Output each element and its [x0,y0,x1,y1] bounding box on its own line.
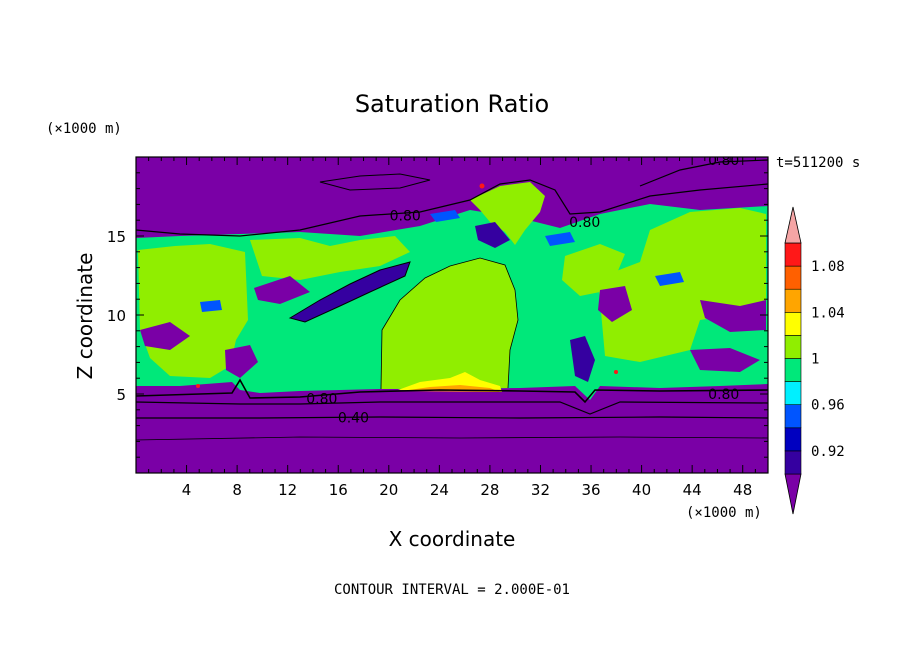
colorbar-label: 0.92 [811,444,845,460]
contour-label: 0.80 [569,215,600,231]
plot-area: 0.800.80 0.800.80 0.800.40 [136,153,768,473]
y-tick-label: 5 [116,386,126,404]
x-tick-label: 36 [581,481,600,499]
contour-label: 0.80 [306,392,337,408]
lime-patch-left-2 [250,236,410,280]
red-speck-2 [196,384,200,388]
y-axis-label: Z coordinate [73,253,97,380]
chart-title: Saturation Ratio [355,90,549,118]
contour-top [639,159,768,187]
dry-blob-left [140,322,190,350]
contour-interval-note: CONTOUR INTERVAL = 2.000E-01 [334,582,570,598]
colorbar-label: 1.08 [811,259,845,275]
upper-tongue [470,182,545,245]
contour-040-b [136,436,768,441]
x-tick-label: 12 [278,481,297,499]
dry-blob-upper [475,222,510,248]
dry-blob-right [570,336,595,382]
contour-lines [136,159,768,441]
contour-core [380,257,519,390]
contour-lower-1 [136,378,768,404]
x-tick-label: 24 [430,481,449,499]
contour-label: 0.80 [390,208,421,224]
red-speck-3 [614,370,618,374]
y-unit-label: (×1000 m) [46,121,122,137]
contour-label: 0.80 [708,387,739,403]
blue-fringe-4 [200,300,222,312]
contour-label: 0.40 [338,411,369,427]
colorbar-bin [784,242,802,267]
x-tick-label: 20 [379,481,398,499]
contour-labels: 0.800.80 0.800.80 0.800.40 [306,153,739,427]
blue-fringe-1 [430,210,460,222]
colorbar-label: 1 [811,352,819,368]
colorbar-bin [784,288,802,313]
contour-040 [136,416,768,419]
colorbar-bin [784,206,802,244]
colorbar-bin [784,335,802,359]
blue-fringe-2 [545,232,575,246]
contour-cloud-top [319,173,431,191]
x-tick-label: 44 [683,481,702,499]
contour-upper [136,179,768,237]
lime-patch-right [598,208,766,362]
x-axis-label: X coordinate [389,527,516,551]
x-axis: 4 8 12 16 20 24 28 32 36 40 44 48 [148,157,756,499]
y-axis: 5 10 15 [107,172,768,458]
colorbar-bin [784,358,802,382]
contour-label: 0.80 [708,153,739,169]
contour-streak [288,261,411,323]
supersaturated-core [381,258,518,389]
colorbar-bin [784,381,802,406]
contour-lower-2 [136,401,768,415]
y-tick-label: 10 [107,307,126,325]
red-speck-1 [479,183,485,189]
dry-blob-right-4 [598,286,632,322]
x-unit-label: (×1000 m) [686,505,762,521]
colorbar-label: 0.96 [811,398,845,414]
colorbar: 1.08 1.04 1 0.96 0.92 [784,206,845,515]
blue-fringe-3 [655,272,684,286]
x-tick-label: 48 [733,481,752,499]
colorbar-bin [784,311,802,336]
dry-blob-mid [225,345,258,378]
x-tick-label: 32 [531,481,550,499]
x-tick-label: 16 [329,481,348,499]
colorbar-bin [784,427,802,452]
y-tick-label: 15 [107,228,126,246]
colorbar-label: 1.04 [811,305,845,321]
lime-patch-right-2 [562,244,625,296]
colorbar-bin [784,265,802,290]
dry-blob-left-2 [254,276,310,304]
dry-blob-right-2 [690,348,760,372]
colorbar-bin [784,404,802,429]
x-tick-label: 28 [480,481,499,499]
colorbar-bin [784,450,802,475]
x-tick-label: 40 [632,481,651,499]
x-tick-label: 4 [182,481,192,499]
colorbar-bin [784,473,802,515]
x-tick-label: 8 [232,481,242,499]
time-label: t=511200 s [776,155,860,171]
dry-streak-left [290,262,410,322]
dry-blob-right-3 [700,300,766,332]
